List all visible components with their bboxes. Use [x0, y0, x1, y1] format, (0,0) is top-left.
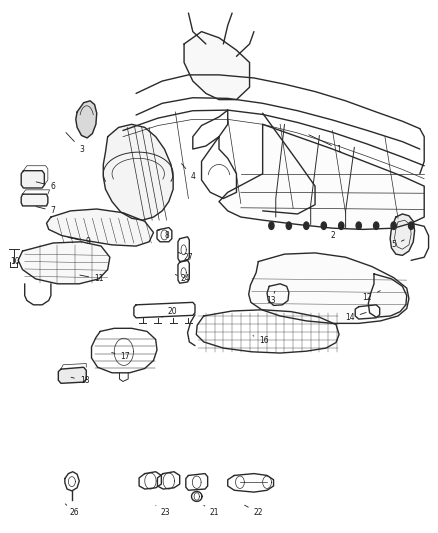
Polygon shape	[58, 367, 86, 383]
Text: 2: 2	[330, 225, 343, 240]
Text: 3: 3	[66, 133, 84, 154]
Text: 18: 18	[71, 376, 89, 385]
Circle shape	[339, 222, 344, 229]
Text: 12: 12	[363, 290, 380, 302]
Polygon shape	[46, 209, 153, 246]
Text: 13: 13	[267, 291, 276, 305]
Text: 21: 21	[204, 505, 219, 517]
Circle shape	[356, 222, 361, 229]
Circle shape	[374, 222, 379, 229]
Text: 7: 7	[36, 206, 56, 215]
Text: 22: 22	[244, 505, 263, 517]
Polygon shape	[184, 31, 250, 100]
Polygon shape	[21, 171, 44, 188]
Text: 20: 20	[162, 307, 177, 317]
Text: 10: 10	[10, 257, 19, 266]
Circle shape	[269, 222, 274, 229]
Text: 8: 8	[158, 229, 169, 240]
Text: 9: 9	[68, 237, 91, 246]
Polygon shape	[76, 101, 97, 138]
Polygon shape	[103, 124, 173, 220]
Text: 23: 23	[156, 505, 170, 517]
Circle shape	[409, 222, 414, 229]
Polygon shape	[21, 194, 48, 206]
Polygon shape	[390, 214, 415, 255]
Text: 1: 1	[309, 135, 342, 154]
Polygon shape	[18, 242, 110, 284]
Text: 14: 14	[345, 312, 366, 322]
Polygon shape	[249, 253, 409, 324]
Text: 26: 26	[65, 504, 79, 517]
Circle shape	[304, 222, 309, 229]
Polygon shape	[219, 124, 424, 229]
Text: 16: 16	[253, 336, 269, 345]
Circle shape	[286, 222, 291, 229]
Text: 27: 27	[178, 252, 193, 262]
Circle shape	[391, 222, 396, 229]
Circle shape	[321, 222, 326, 229]
Text: 17: 17	[112, 352, 130, 361]
Text: 5: 5	[391, 240, 404, 249]
Text: 4: 4	[181, 164, 195, 181]
Text: 6: 6	[36, 182, 56, 191]
Text: 24: 24	[175, 274, 190, 284]
Text: 11: 11	[80, 274, 104, 284]
